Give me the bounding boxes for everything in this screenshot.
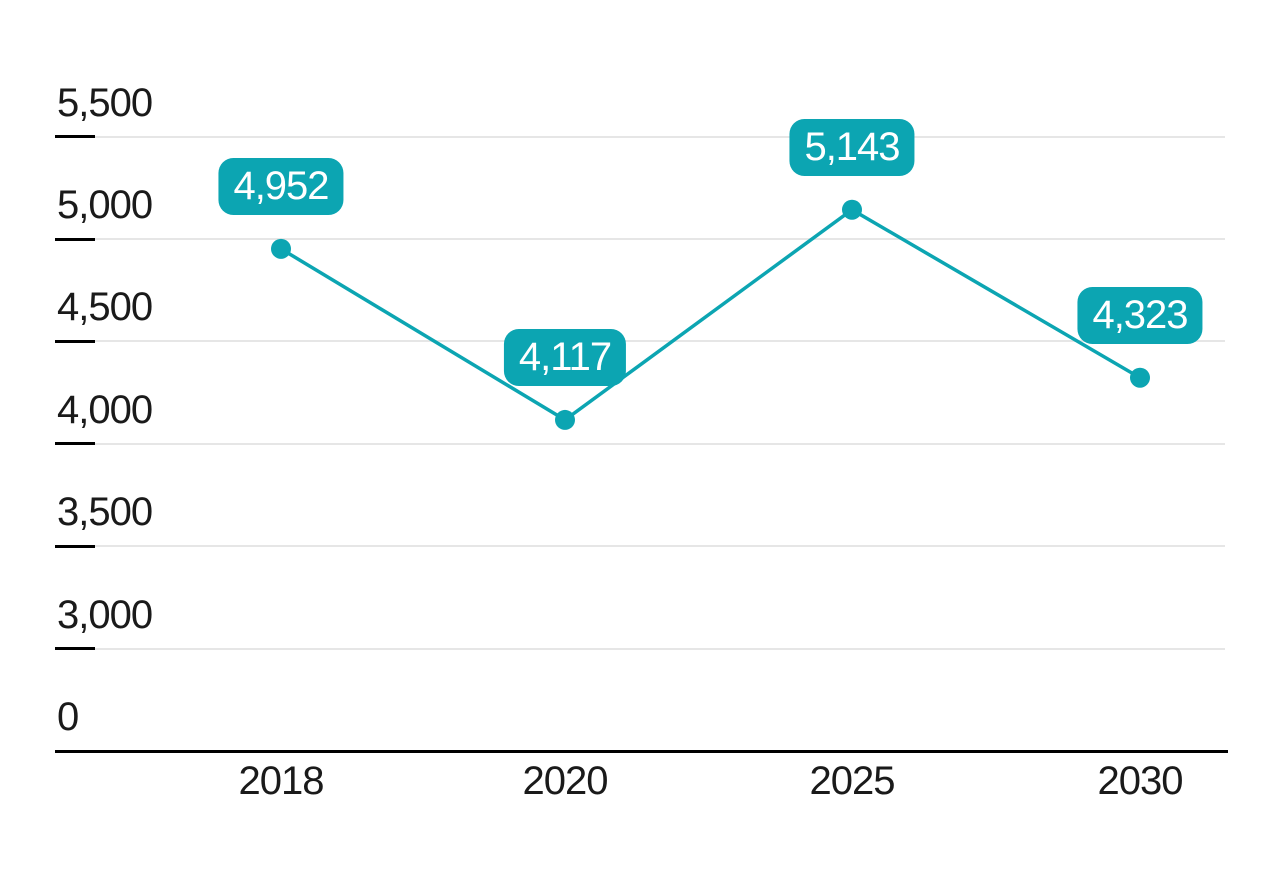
y-tick-dash <box>55 237 95 241</box>
y-gridline <box>55 135 1225 138</box>
y-tick-dash <box>55 544 95 548</box>
y-gridline <box>55 442 1225 445</box>
y-tick-dash <box>55 647 95 651</box>
x-axis-tick-label: 2025 <box>809 759 896 803</box>
y-tick-dash <box>55 339 95 343</box>
data-point-marker <box>1130 367 1150 388</box>
data-point-label: 4,952 <box>218 157 344 215</box>
y-axis-tick-label: 0 <box>57 695 79 739</box>
y-axis-tick-label: 3,500 <box>57 490 153 535</box>
y-axis-tick-label: 4,500 <box>57 285 153 330</box>
x-axis-tick-label: 2018 <box>238 759 325 803</box>
y-gridline <box>55 340 1225 343</box>
y-axis-tick-label: 4,000 <box>57 387 153 432</box>
data-point-label: 5,143 <box>789 118 915 176</box>
y-tick-dash <box>55 135 95 139</box>
y-axis-tick-label: 5,500 <box>57 80 153 125</box>
y-gridline <box>55 545 1225 548</box>
data-point-label: 4,117 <box>503 328 627 386</box>
y-axis-tick-label: 5,000 <box>57 183 153 227</box>
data-point-marker <box>555 409 575 430</box>
x-axis-line <box>55 749 1228 753</box>
x-axis-tick-label: 2020 <box>522 759 609 803</box>
series-line <box>280 207 1141 423</box>
y-tick-dash <box>55 442 95 446</box>
y-gridline <box>55 647 1225 650</box>
x-axis-tick-label: 2030 <box>1097 759 1184 803</box>
y-axis-tick-label: 3,000 <box>57 592 153 637</box>
data-point-marker <box>842 199 862 220</box>
data-point-label: 4,323 <box>1077 286 1203 344</box>
y-gridline <box>55 238 1225 240</box>
data-point-marker <box>271 238 291 259</box>
